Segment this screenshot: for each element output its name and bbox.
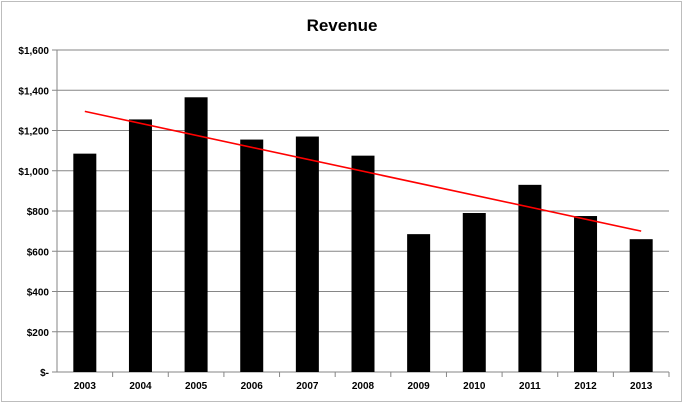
bar-2013 [629,239,653,372]
y-tick-label: $1,400 [18,86,49,97]
y-tick-label: $600 [27,247,50,258]
y-tick-label: $1,000 [18,167,49,178]
y-tick-label: $800 [27,207,50,218]
x-tick-label: 2004 [129,381,152,392]
x-tick-label: 2009 [408,381,431,392]
x-tick-label: 2011 [519,381,541,392]
x-tick-labels: 2003 2004 2005 2006 2007 2008 2009 2010 2011 2012… [74,381,653,392]
y-tick-label: $400 [27,288,50,299]
x-tick-label: 2005 [185,381,208,392]
x-tick-label: 2013 [630,381,653,392]
bar-2012 [574,216,598,372]
bar-series [73,97,653,373]
bar-2008 [351,155,375,372]
x-tick-label: 2012 [574,381,597,392]
bar-2005 [184,97,208,372]
bar-2011 [518,184,542,372]
bar-2009 [407,234,431,372]
trendline [84,110,642,232]
x-tick-label: 2010 [463,381,486,392]
y-tick-label: $1,200 [18,127,49,138]
bar-2003 [73,153,97,372]
x-tick-label: 2008 [352,381,375,392]
y-tick-label: $1,600 [18,46,49,57]
bar-2010 [462,213,486,372]
y-tick-label: $200 [27,328,50,339]
chart-title: Revenue [307,16,378,35]
y-tick-label: $- [40,368,49,379]
bar-2004 [128,119,152,373]
y-tick-labels: $- $200 $400 $600 $800 $1,000 $1,200 $1,400 $1,6… [18,46,49,379]
x-tick-label: 2003 [74,381,97,392]
x-tick-label: 2007 [296,381,319,392]
x-tick-label: 2006 [241,381,264,392]
bar-2006 [240,139,264,372]
bar-2007 [295,136,319,372]
